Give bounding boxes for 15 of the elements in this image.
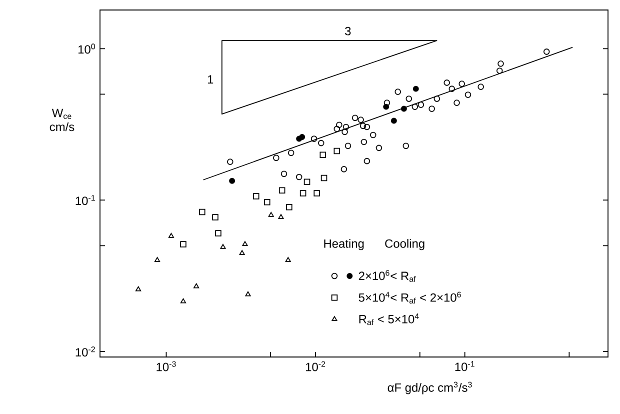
legend-label: 5×10$^{4}$< R$_{af}$ < 2×10$^{6}$: [358, 292, 461, 304]
y-tick-label: 10$^{-1}$: [76, 195, 95, 206]
y-tick-label: 10$^{0}$: [78, 44, 96, 54]
legend-label: R$_{af}$ < 5×10$^{4}$: [359, 313, 419, 326]
annotation: 1: [208, 75, 214, 84]
annotation: Heating: [324, 239, 364, 250]
x-axis-title: αF gd/ρc cm$^{3}$/s$^{3}$: [388, 382, 472, 394]
legend-label: 2×10$^{6}$< R$_{af}$: [358, 270, 416, 282]
x-tick-label: 10$^{-2}$: [306, 361, 326, 372]
x-tick-label: 10$^{-1}$: [455, 361, 474, 372]
y-tick-label: 10$^{-2}$: [76, 346, 95, 357]
x-tick-label: 10$^{-3}$: [156, 361, 176, 372]
annotation: Cooling: [385, 239, 424, 250]
annotation: 3: [345, 26, 351, 36]
y-axis-title: W$_{ce}$ cm/s: [50, 108, 74, 132]
